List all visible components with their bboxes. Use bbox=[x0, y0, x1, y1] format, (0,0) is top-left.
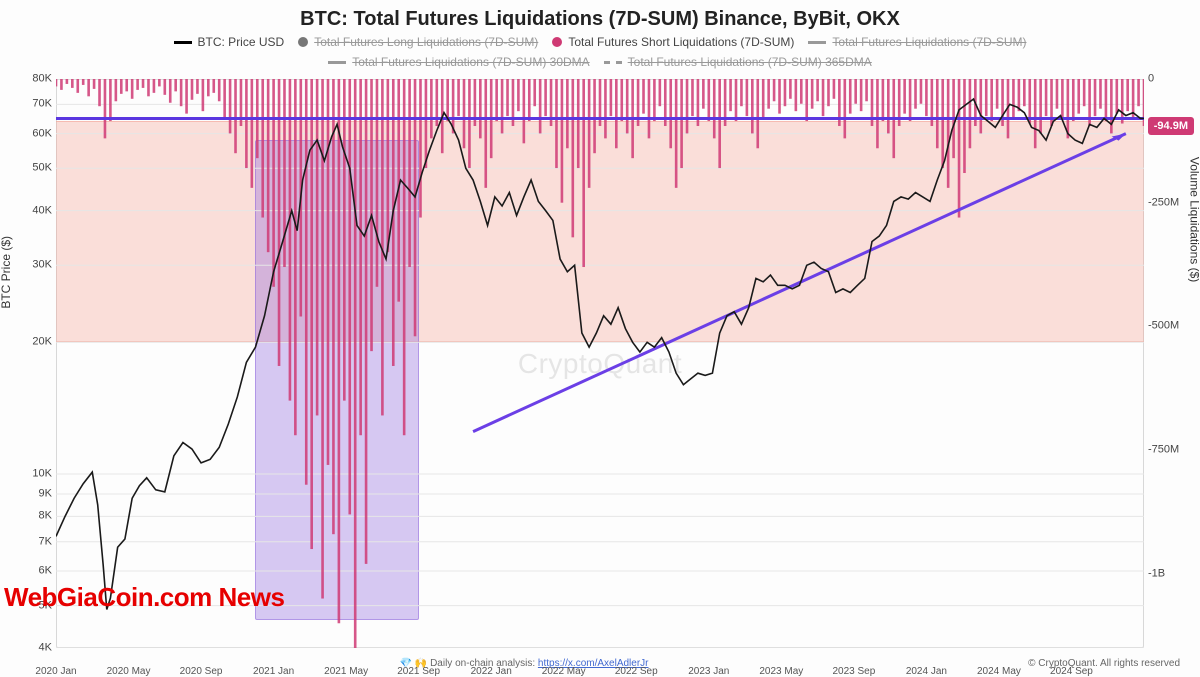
x-tick: 2022 Jan bbox=[471, 666, 512, 677]
legend-item[interactable]: Total Futures Short Liquidations (7D-SUM… bbox=[552, 35, 794, 49]
y-left-tick: 60K bbox=[6, 128, 56, 139]
legend-label: Total Futures Liquidations (7D-SUM) 30DM… bbox=[352, 55, 589, 69]
footer-center: 💎 🙌 Daily on-chain analysis: https://x.c… bbox=[20, 658, 1028, 669]
x-tick: 2024 May bbox=[977, 666, 1021, 677]
x-tick: 2021 May bbox=[324, 666, 368, 677]
chart-container: BTC: Total Futures Liquidations (7D-SUM)… bbox=[0, 0, 1200, 675]
y-left-tick: 10K bbox=[6, 468, 56, 479]
y-axis-left-ticks: 80K70K60K50K40K30K20K10K9K8K7K6K5K4K bbox=[6, 79, 56, 648]
x-tick: 2024 Jan bbox=[906, 666, 947, 677]
legend-swatch bbox=[174, 41, 192, 44]
legend-swatch bbox=[552, 37, 562, 47]
x-tick: 2023 Jan bbox=[688, 666, 729, 677]
y-right-tick: -1B bbox=[1144, 568, 1194, 579]
y-axis-right-label: Volume Liquidations ($) bbox=[1187, 156, 1200, 281]
y-left-tick: 8K bbox=[6, 511, 56, 522]
plot-area: CryptoQuant 80K70K60K50K40K30K20K10K9K8K… bbox=[56, 79, 1144, 648]
legend-item[interactable]: BTC: Price USD bbox=[174, 35, 285, 49]
legend-item[interactable]: Total Futures Liquidations (7D-SUM) bbox=[808, 35, 1026, 49]
news-overlay: WebGiaCoin.com News bbox=[4, 582, 284, 613]
x-tick: 2023 May bbox=[759, 666, 803, 677]
x-tick: 2020 May bbox=[107, 666, 151, 677]
y-left-tick: 7K bbox=[6, 536, 56, 547]
x-tick: 2022 Sep bbox=[615, 666, 658, 677]
y-left-tick: 6K bbox=[6, 565, 56, 576]
price-tag: -94.9M bbox=[1148, 117, 1194, 135]
x-tick: 2022 May bbox=[542, 666, 586, 677]
y-right-tick: 0 bbox=[1144, 74, 1194, 85]
legend-label: Total Futures Long Liquidations (7D-SUM) bbox=[314, 35, 538, 49]
y-left-tick: 20K bbox=[6, 337, 56, 348]
legend-item[interactable]: Total Futures Liquidations (7D-SUM) 30DM… bbox=[328, 55, 589, 69]
legend-label: Total Futures Liquidations (7D-SUM) 365D… bbox=[628, 55, 872, 69]
legend-item[interactable]: Total Futures Liquidations (7D-SUM) 365D… bbox=[604, 55, 872, 69]
legend-item[interactable]: Total Futures Long Liquidations (7D-SUM) bbox=[298, 35, 538, 49]
x-tick: 2020 Sep bbox=[180, 666, 223, 677]
x-tick: 2020 Jan bbox=[35, 666, 76, 677]
legend-swatch bbox=[604, 61, 622, 64]
y-right-tick: -500M bbox=[1144, 321, 1194, 332]
y-left-tick: 30K bbox=[6, 260, 56, 271]
legend-label: BTC: Price USD bbox=[198, 35, 285, 49]
x-tick: 2021 Sep bbox=[397, 666, 440, 677]
legend: BTC: Price USD Total Futures Long Liquida… bbox=[0, 35, 1200, 75]
x-tick: 2024 Sep bbox=[1050, 666, 1093, 677]
legend-label: Total Futures Liquidations (7D-SUM) bbox=[832, 35, 1026, 49]
legend-swatch bbox=[328, 61, 346, 64]
x-tick: 2023 Sep bbox=[832, 666, 875, 677]
y-left-tick: 50K bbox=[6, 163, 56, 174]
y-right-tick: -750M bbox=[1144, 445, 1194, 456]
y-left-tick: 70K bbox=[6, 99, 56, 110]
legend-swatch bbox=[298, 37, 308, 47]
x-tick: 2021 Jan bbox=[253, 666, 294, 677]
y-left-tick: 4K bbox=[6, 643, 56, 654]
y-left-tick: 40K bbox=[6, 205, 56, 216]
chart-svg bbox=[56, 79, 1144, 648]
legend-label: Total Futures Short Liquidations (7D-SUM… bbox=[568, 35, 794, 49]
chart-title: BTC: Total Futures Liquidations (7D-SUM)… bbox=[0, 0, 1200, 35]
y-left-tick: 80K bbox=[6, 74, 56, 85]
y-axis-left-label: BTC Price ($) bbox=[0, 235, 13, 308]
y-left-tick: 9K bbox=[6, 488, 56, 499]
legend-swatch bbox=[808, 41, 826, 44]
